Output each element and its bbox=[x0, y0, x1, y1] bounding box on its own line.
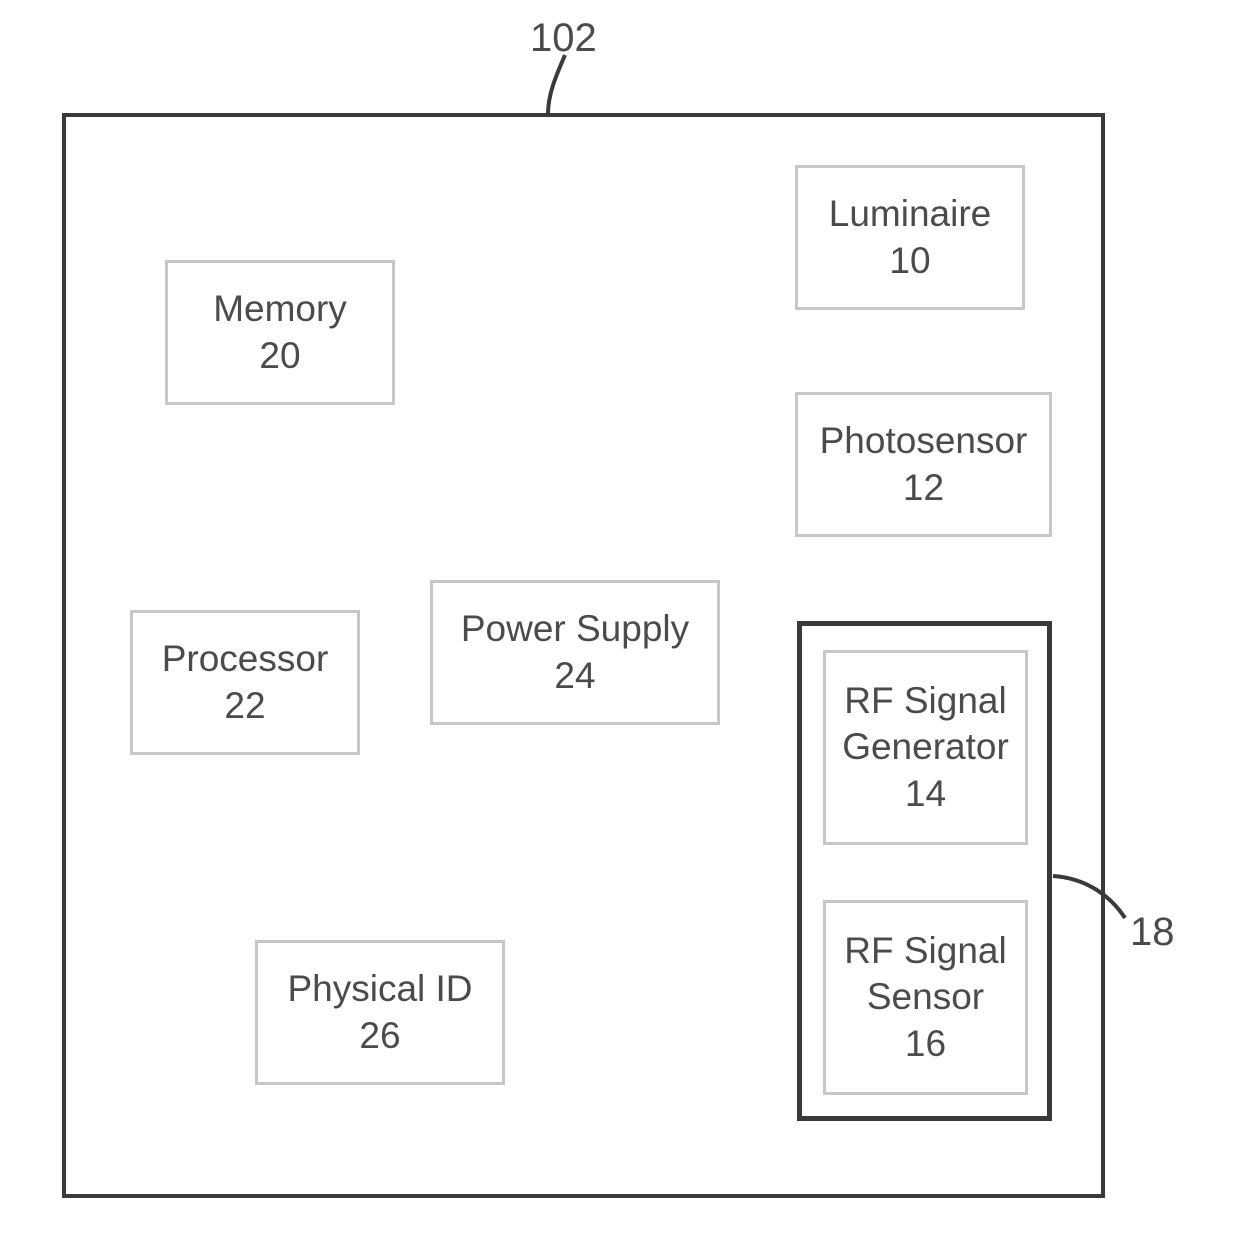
block-name-text: Power Supply bbox=[461, 606, 689, 652]
block-luminaire: Luminaire10 bbox=[795, 165, 1025, 310]
rf-ref-label: 18 bbox=[1130, 910, 1175, 955]
block-phys-id: Physical ID26 bbox=[255, 940, 505, 1085]
block-number-text: 20 bbox=[259, 333, 300, 379]
block-number-text: 10 bbox=[889, 238, 930, 284]
block-processor: Processor22 bbox=[130, 610, 360, 755]
block-name-text: Memory bbox=[213, 286, 347, 332]
block-power: Power Supply24 bbox=[430, 580, 720, 725]
block-rf-sensor: RF Signal Sensor16 bbox=[823, 900, 1028, 1095]
block-number-text: 16 bbox=[905, 1021, 946, 1067]
block-number-text: 26 bbox=[359, 1013, 400, 1059]
block-name-text: RF Signal Sensor bbox=[844, 928, 1006, 1021]
block-number-text: 14 bbox=[905, 771, 946, 817]
block-memory: Memory20 bbox=[165, 260, 395, 405]
block-name-text: Processor bbox=[162, 636, 329, 682]
block-number-text: 24 bbox=[554, 653, 595, 699]
outer-ref-label: 102 bbox=[530, 16, 597, 61]
block-number-text: 12 bbox=[903, 465, 944, 511]
block-rf-gen: RF Signal Generator14 bbox=[823, 650, 1028, 845]
block-number-text: 22 bbox=[224, 683, 265, 729]
diagram-canvas: 102 18 Luminaire10 Memory20 Photosensor1… bbox=[0, 0, 1240, 1236]
block-name-text: Luminaire bbox=[829, 191, 991, 237]
block-name-text: Physical ID bbox=[287, 966, 472, 1012]
block-name-text: Photosensor bbox=[820, 418, 1028, 464]
block-name-text: RF Signal Generator bbox=[842, 678, 1009, 771]
block-photosensor: Photosensor12 bbox=[795, 392, 1052, 537]
